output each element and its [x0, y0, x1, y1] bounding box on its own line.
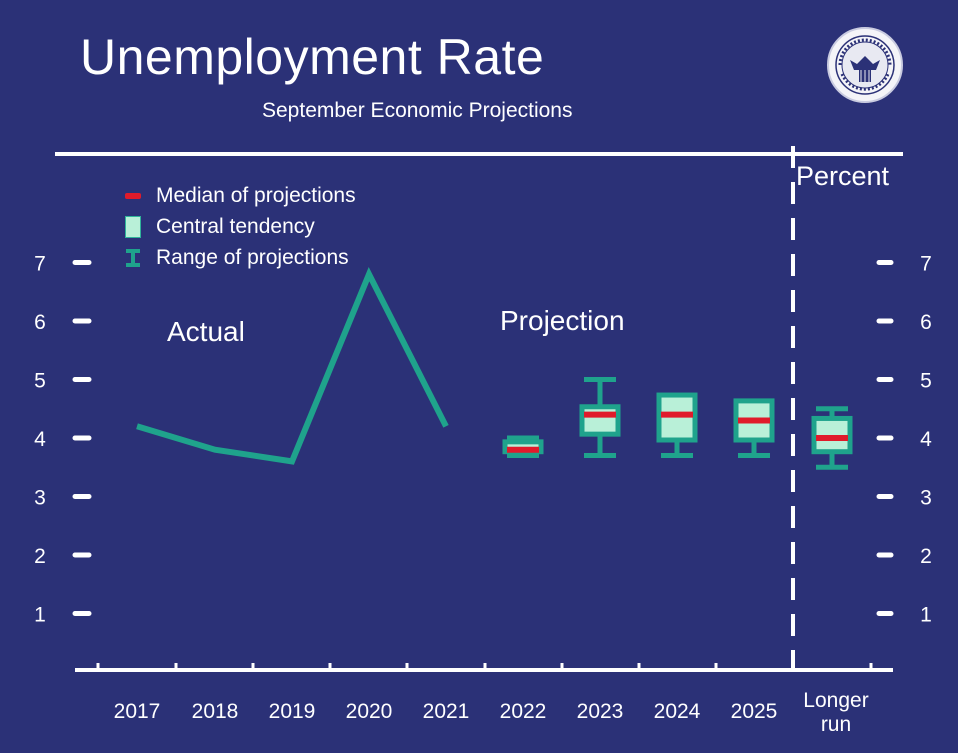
legend-label-median: Median of projections	[156, 184, 356, 207]
y-tick-label-right: 2	[920, 545, 932, 568]
legend-label-range: Range of projections	[156, 246, 349, 269]
y-tick-label-left: 6	[34, 311, 46, 334]
central-tendency-box	[733, 398, 775, 443]
y-tick-label-left: 7	[34, 253, 46, 276]
x-tick-label: 2018	[192, 700, 239, 723]
x-tick-label: 2019	[269, 700, 316, 723]
projection-annotation: Projection	[500, 305, 625, 336]
x-tick-label: 2025	[731, 700, 778, 723]
chart-title: Unemployment Rate	[80, 29, 545, 85]
y-tick-label-left: 1	[34, 604, 46, 627]
x-tick-label: 2021	[423, 700, 470, 723]
x-tick-label: Longer run	[803, 689, 868, 736]
y-tick-label-right: 4	[920, 428, 932, 451]
y-tick-label-right: 5	[920, 370, 932, 393]
y-tick-label-left: 4	[34, 428, 46, 451]
y-tick-label-right: 6	[920, 311, 932, 334]
y-tick-label-right: 3	[920, 487, 932, 510]
legend-item-central: Central tendency	[122, 211, 356, 242]
x-tick-label: 2023	[577, 700, 624, 723]
legend-item-range: Range of projections	[122, 242, 356, 273]
median-swatch-icon	[122, 192, 144, 199]
x-tick-label: 2022	[500, 700, 547, 723]
y-tick-label-right: 7	[920, 253, 932, 276]
range-swatch-icon	[122, 248, 144, 267]
legend-label-central: Central tendency	[156, 215, 315, 238]
chart-legend: Median of projections Central tendency R…	[122, 180, 356, 273]
x-tick-label: 2020	[346, 700, 393, 723]
legend-item-median: Median of projections	[122, 180, 356, 211]
x-tick-label: 2024	[654, 700, 701, 723]
actual-annotation: Actual	[167, 316, 245, 347]
chart-subtitle: September Economic Projections	[262, 99, 573, 122]
y-tick-label-left: 2	[34, 545, 46, 568]
x-tick-label: 2017	[114, 700, 161, 723]
percent-unit-label: Percent	[796, 161, 890, 191]
y-tick-label-right: 1	[920, 604, 932, 627]
central-tendency-box	[579, 404, 621, 437]
federal-reserve-seal-icon	[827, 27, 903, 103]
actual-series-line	[136, 267, 449, 465]
central-tendency-swatch-icon	[122, 215, 144, 238]
y-tick-label-left: 5	[34, 370, 46, 393]
y-tick-label-left: 3	[34, 487, 46, 510]
